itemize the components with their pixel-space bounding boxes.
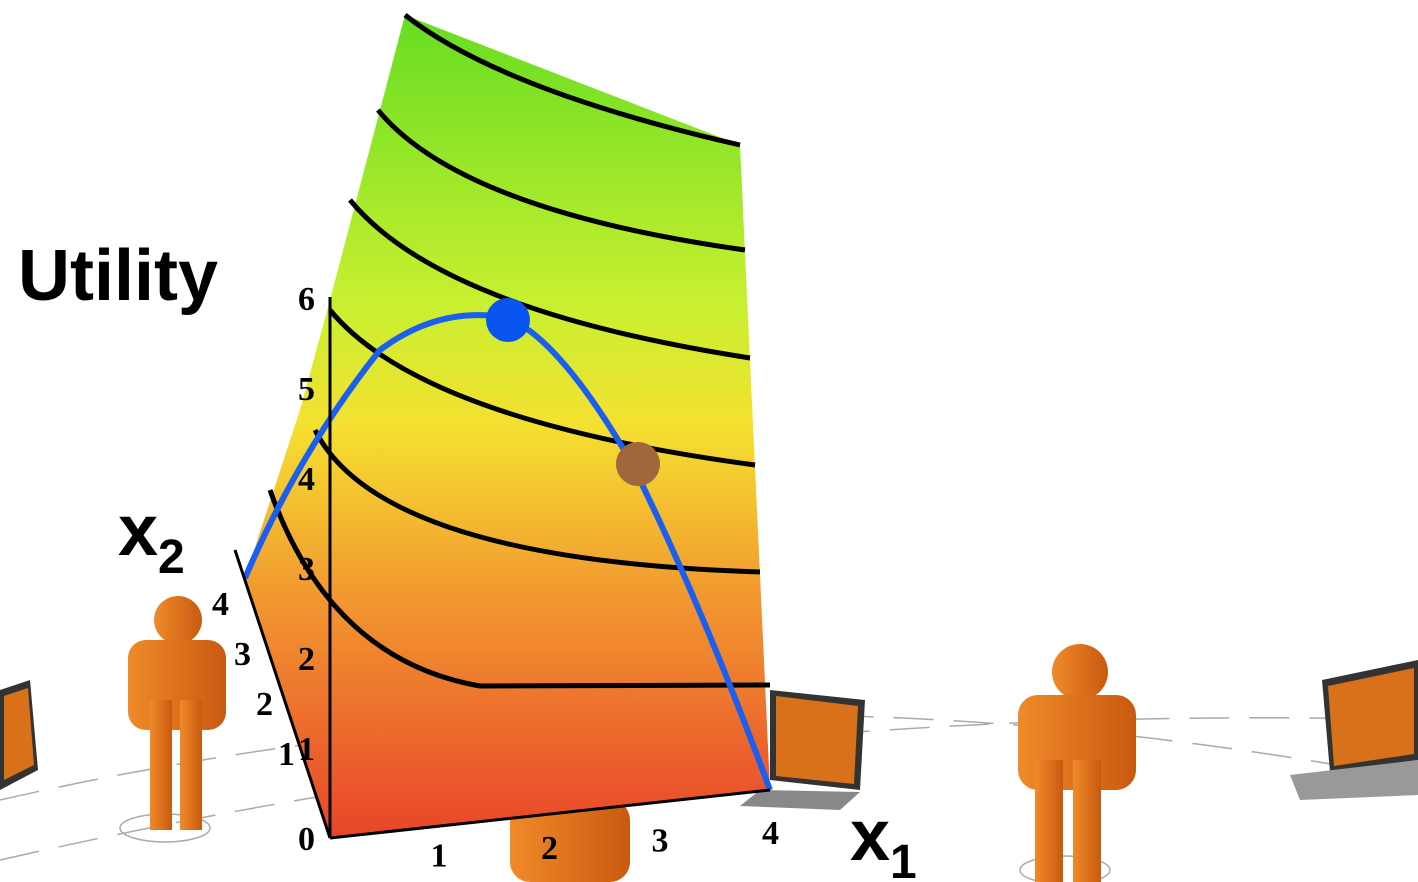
x1-label: x1 <box>850 796 917 882</box>
people-and-laptops <box>0 596 1418 882</box>
utility-surface <box>233 13 773 840</box>
x1-tick-label: 2 <box>541 830 558 867</box>
utility-tick-label: 1 <box>298 731 315 768</box>
axes <box>233 297 771 840</box>
utility-ticks: 0 1 2 3 4 5 6 <box>298 281 315 858</box>
x2-tick-label: 2 <box>256 686 273 723</box>
x1-tick-label: 3 <box>652 823 669 860</box>
optimum-point <box>486 298 530 342</box>
x2-tick-label: 4 <box>212 586 229 623</box>
laptop <box>0 680 38 790</box>
x1-tick-label: 1 <box>431 838 448 875</box>
utility-tick-label: 3 <box>298 551 315 588</box>
person <box>128 596 226 830</box>
utility-tick-label: 0 <box>298 821 315 858</box>
person <box>510 800 630 882</box>
laptop <box>740 690 865 810</box>
utility-tick-label: 4 <box>298 461 315 498</box>
utility-tick-label: 5 <box>298 371 315 408</box>
utility-tick-label: 2 <box>298 641 315 678</box>
person <box>1018 644 1136 882</box>
x2-sub: 2 <box>158 531 185 584</box>
contour-lines <box>267 13 771 689</box>
utility-tick-label: 6 <box>298 281 315 318</box>
x1-ticks: 1 2 3 4 <box>431 815 780 875</box>
x2-label: x2 <box>118 491 185 584</box>
x1-tick-label: 4 <box>762 815 779 852</box>
laptop <box>1290 660 1418 800</box>
x2-base: x <box>118 491 158 571</box>
x2-tick-label: 3 <box>234 636 251 673</box>
x1-base: x <box>850 796 890 876</box>
x2-tick-label: 1 <box>278 736 295 773</box>
x1-sub: 1 <box>890 836 917 882</box>
other-point <box>616 442 660 486</box>
utility-label: Utility <box>18 236 218 316</box>
